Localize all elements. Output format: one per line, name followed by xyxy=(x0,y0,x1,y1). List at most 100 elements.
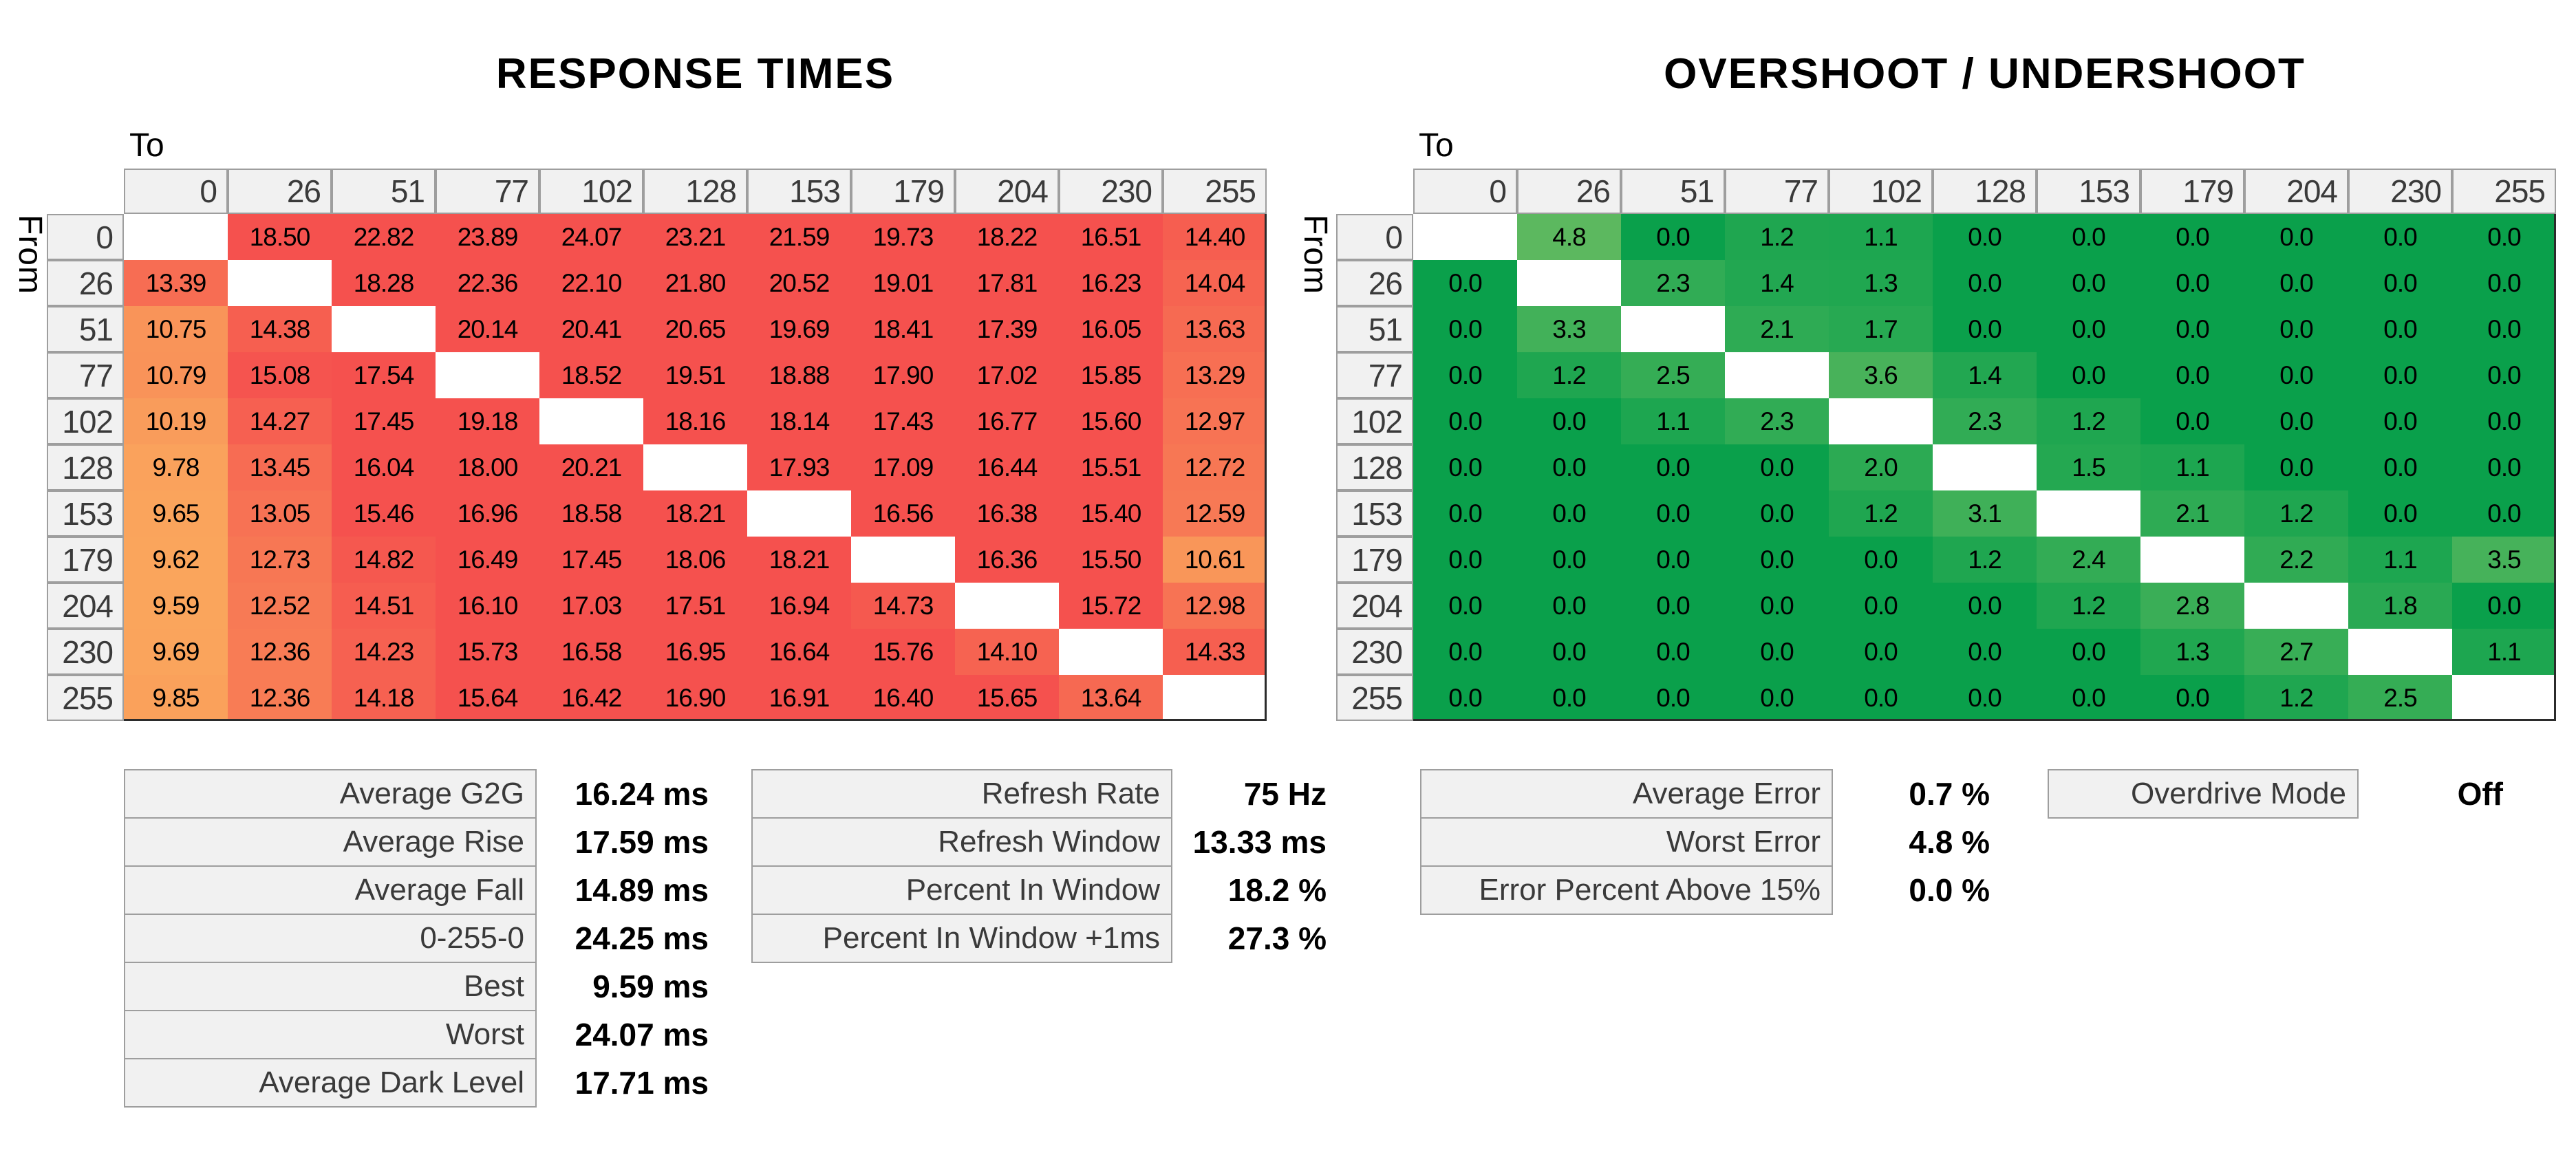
heatmap-value-cell: 0.0 xyxy=(1933,260,2037,306)
heatmap-value-cell: 4.8 xyxy=(1517,214,1621,260)
heatmap-value-cell: 13.05 xyxy=(228,490,332,537)
heatmap-value-cell: 10.61 xyxy=(1163,537,1267,583)
heatmap-value-cell: 13.39 xyxy=(124,260,228,306)
heatmap-value-cell: 0.0 xyxy=(2140,260,2244,306)
heatmap-value-cell: 0.0 xyxy=(2244,444,2348,490)
heatmap-value-cell: 0.0 xyxy=(2037,306,2140,352)
heatmap-value-cell: 14.33 xyxy=(1163,629,1267,675)
column-header-cell: 26 xyxy=(1517,169,1621,214)
heatmap-value-cell: 0.0 xyxy=(2348,306,2452,352)
column-header-cell: 0 xyxy=(124,169,228,214)
heatmap-value-cell: 0.0 xyxy=(1933,306,2037,352)
heatmap-value-cell: 1.2 xyxy=(1933,537,2037,583)
overshoot-from-axis-label: From xyxy=(1297,215,1333,294)
heatmap-value-cell: 22.10 xyxy=(539,260,643,306)
column-header-cell: 255 xyxy=(2452,169,2556,214)
overshoot-undershoot-heatmap: 0 26 51 77 102 128 153 179 204 230 255 0 4.8 0.0 1.2 1.… xyxy=(1336,169,2556,721)
heatmap-value-cell: 14.38 xyxy=(228,306,332,352)
heatmap-value-cell: 18.00 xyxy=(436,444,539,490)
heatmap-value-cell: 15.51 xyxy=(1059,444,1163,490)
stat-label: Error Percent Above 15% xyxy=(1420,865,1833,915)
column-header-cell: 153 xyxy=(2037,169,2140,214)
heatmap-value-cell: 15.85 xyxy=(1059,352,1163,398)
error-stats-table: Average Error 0.7 % Worst Error 4.8 % Error … xyxy=(1420,769,1990,915)
heatmap-value-cell: 12.52 xyxy=(228,583,332,629)
heatmap-value-cell: 0.0 xyxy=(2452,398,2556,444)
stat-value: 17.59 ms xyxy=(575,824,709,860)
heatmap-value-cell: 10.75 xyxy=(124,306,228,352)
stat-row: Refresh Window 13.33 ms xyxy=(751,817,1327,867)
heatmap-value-cell: 18.06 xyxy=(643,537,747,583)
heatmap-value-cell: 16.36 xyxy=(955,537,1059,583)
row-header-cell: 77 xyxy=(47,352,124,398)
heatmap-value-cell: 9.69 xyxy=(124,629,228,675)
heatmap-value-cell: 16.42 xyxy=(539,675,643,721)
heatmap-value-cell: 14.27 xyxy=(228,398,332,444)
stat-value: 75 Hz xyxy=(1243,776,1327,812)
heatmap-value-cell: 13.63 xyxy=(1163,306,1267,352)
stat-row: Average Rise 17.59 ms xyxy=(124,817,709,867)
stat-label: Average Fall xyxy=(124,865,537,915)
heatmap-value-cell: 0.0 xyxy=(2244,306,2348,352)
heatmap-value-cell: 15.72 xyxy=(1059,583,1163,629)
heatmap-value-cell: 2.0 xyxy=(1829,444,1933,490)
heatmap-value-cell: 0.0 xyxy=(1621,629,1725,675)
heatmap-value-cell: 9.62 xyxy=(124,537,228,583)
row-header-cell: 102 xyxy=(1336,398,1413,444)
heatmap-value-cell: 20.52 xyxy=(747,260,851,306)
heatmap-value-cell: 16.96 xyxy=(436,490,539,537)
heatmap-value-cell: 0.0 xyxy=(1725,675,1829,721)
response-times-heatmap: 0 26 51 77 102 128 153 179 204 230 255 0 18.50 22.82 2… xyxy=(47,169,1267,721)
row-header-cell: 204 xyxy=(1336,583,1413,629)
heatmap-value-cell: 16.91 xyxy=(747,675,851,721)
heatmap-value-cell: 14.82 xyxy=(332,537,436,583)
heatmap-value-cell: 0.0 xyxy=(2348,214,2452,260)
stat-label: Overdrive Mode xyxy=(2048,769,2359,819)
heatmap-value-cell: 0.0 xyxy=(1829,537,1933,583)
stat-row: Best 9.59 ms xyxy=(124,962,709,1011)
column-header-cell: 255 xyxy=(1163,169,1267,214)
heatmap-value-cell: 16.64 xyxy=(747,629,851,675)
heatmap-value-cell: 1.1 xyxy=(2452,629,2556,675)
row-header-cell: 26 xyxy=(47,260,124,306)
stat-label: Average Rise xyxy=(124,817,537,867)
heatmap-value-cell: 0.0 xyxy=(1621,444,1725,490)
stat-value: 4.8 % xyxy=(1909,824,1990,860)
heatmap-value-cell: 19.69 xyxy=(747,306,851,352)
stat-value: 16.24 ms xyxy=(575,776,709,812)
stat-row: Refresh Rate 75 Hz xyxy=(751,769,1327,819)
heatmap-value-cell: 15.40 xyxy=(1059,490,1163,537)
heatmap-value-cell: 1.1 xyxy=(1829,214,1933,260)
heatmap-value-cell: 17.02 xyxy=(955,352,1059,398)
response-to-axis-label: To xyxy=(129,127,164,164)
stat-label: Worst xyxy=(124,1010,537,1059)
heatmap-value-cell: 13.45 xyxy=(228,444,332,490)
column-header-cell: 179 xyxy=(851,169,955,214)
heatmap-value-cell: 0.0 xyxy=(2348,352,2452,398)
heatmap-value-cell xyxy=(1829,398,1933,444)
heatmap-value-cell: 18.28 xyxy=(332,260,436,306)
response-stats-table: Average G2G 16.24 ms Average Rise 17.59 ms A… xyxy=(124,769,709,1108)
heatmap-value-cell: 1.4 xyxy=(1725,260,1829,306)
response-times-title: RESPONSE TIMES xyxy=(495,50,895,98)
heatmap-value-cell: 0.0 xyxy=(2244,214,2348,260)
heatmap-value-cell: 14.18 xyxy=(332,675,436,721)
heatmap-value-cell: 1.3 xyxy=(2140,629,2244,675)
heatmap-value-cell: 1.2 xyxy=(1829,490,1933,537)
heatmap-value-cell: 0.0 xyxy=(2452,444,2556,490)
row-header-cell: 51 xyxy=(1336,306,1413,352)
heatmap-value-cell xyxy=(436,352,539,398)
heatmap-value-cell: 0.0 xyxy=(2140,306,2244,352)
row-header-cell: 77 xyxy=(1336,352,1413,398)
heatmap-value-cell: 2.3 xyxy=(1621,260,1725,306)
heatmap-value-cell: 17.45 xyxy=(539,537,643,583)
heatmap-value-cell: 15.76 xyxy=(851,629,955,675)
stat-value: 13.33 ms xyxy=(1192,824,1327,860)
heatmap-value-cell: 20.41 xyxy=(539,306,643,352)
heatmap-value-cell xyxy=(1621,306,1725,352)
row-header-cell: 255 xyxy=(47,675,124,721)
stat-label: Average G2G xyxy=(124,769,537,819)
heatmap-value-cell: 0.0 xyxy=(1621,583,1725,629)
stat-row: Worst 24.07 ms xyxy=(124,1010,709,1059)
heatmap-value-cell: 0.0 xyxy=(2452,352,2556,398)
